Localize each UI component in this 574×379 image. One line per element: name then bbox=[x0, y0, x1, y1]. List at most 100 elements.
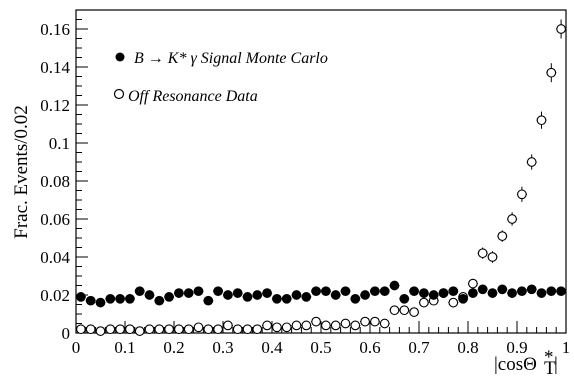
signal-point bbox=[272, 293, 282, 304]
signal-point bbox=[223, 290, 233, 300]
offres-point bbox=[291, 320, 302, 331]
signal-point bbox=[252, 290, 263, 300]
signal-point bbox=[125, 293, 135, 304]
legend-label-offres: Off Resonance Data bbox=[128, 88, 258, 105]
offres-point bbox=[546, 67, 557, 78]
signal-point bbox=[311, 286, 321, 297]
offres-point bbox=[281, 322, 292, 333]
signal-point bbox=[213, 286, 223, 297]
signal-point bbox=[468, 288, 478, 298]
signal-point bbox=[291, 290, 302, 300]
signal-point bbox=[203, 295, 214, 306]
offres-point bbox=[370, 316, 380, 327]
x-tick-label: 0.1 bbox=[114, 338, 135, 357]
signal-point bbox=[536, 288, 547, 298]
signal-point bbox=[174, 288, 184, 298]
y-tick-label: 0.1 bbox=[49, 134, 70, 153]
offres-point bbox=[85, 324, 96, 335]
signal-point bbox=[340, 286, 351, 297]
offres-point bbox=[409, 307, 419, 317]
x-tick-label: 0.7 bbox=[408, 338, 430, 357]
signal-point bbox=[360, 290, 370, 300]
signal-point bbox=[556, 286, 566, 297]
offres-point bbox=[330, 320, 341, 331]
offres-point bbox=[193, 322, 204, 333]
signal-point bbox=[76, 292, 86, 302]
y-tick-label: 0.16 bbox=[40, 20, 70, 39]
y-tick-label: 0.14 bbox=[40, 58, 70, 77]
offres-point bbox=[174, 324, 184, 335]
signal-point bbox=[115, 293, 125, 304]
svg-text:|cosΘ: |cosΘ bbox=[494, 354, 537, 375]
signal-point bbox=[526, 284, 537, 295]
offres-point bbox=[517, 189, 527, 200]
signal-point bbox=[105, 293, 116, 304]
offres-point bbox=[360, 316, 370, 327]
offres-point bbox=[526, 157, 537, 167]
offres-point bbox=[125, 324, 135, 335]
offres-point bbox=[477, 248, 488, 259]
x-tick-label: 1 bbox=[562, 338, 571, 357]
offres-point bbox=[183, 324, 194, 335]
x-tick-label: 0.5 bbox=[310, 338, 331, 357]
offres-point bbox=[468, 278, 478, 289]
offres-point bbox=[321, 320, 331, 331]
offres-point bbox=[105, 324, 116, 335]
offres-point bbox=[203, 324, 214, 335]
offres-point bbox=[134, 326, 145, 336]
x-tick-label: 0 bbox=[72, 338, 81, 357]
y-tick-label: 0.02 bbox=[40, 286, 70, 305]
offres-point bbox=[144, 324, 155, 335]
signal-point bbox=[281, 293, 292, 304]
signal-point bbox=[419, 288, 429, 298]
x-tick-label: 0.8 bbox=[457, 338, 478, 357]
signal-point bbox=[164, 292, 174, 302]
legend-marker-signal bbox=[115, 52, 125, 62]
signal-point bbox=[183, 288, 194, 298]
signal-point bbox=[301, 292, 312, 302]
offres-point bbox=[262, 320, 272, 331]
legend-label-signal: B → K* γ Signal Monte Carlo bbox=[134, 50, 328, 67]
offres-point bbox=[95, 326, 106, 336]
signal-point bbox=[242, 292, 253, 302]
offres-point bbox=[232, 324, 243, 335]
plot-area: 0 0.1 0.2 0.3 0.4 0.5 0.6 0.7 0.8 0.9 1 0 0.02 0.04 0.… bbox=[40, 9, 571, 357]
offres-point bbox=[507, 214, 517, 224]
y-axis-label: Frac. Events/0.02 bbox=[11, 105, 32, 239]
signal-point bbox=[507, 288, 517, 298]
signal-point bbox=[193, 286, 204, 297]
legend: B → K* γ Signal Monte Carlo Off Resonanc… bbox=[113, 50, 328, 105]
x-tick-label: 0.3 bbox=[212, 338, 233, 357]
y-tick-label: 0.04 bbox=[40, 248, 70, 267]
offres-point bbox=[487, 252, 498, 262]
offres-point bbox=[399, 305, 410, 316]
signal-point bbox=[154, 295, 165, 306]
signal-point bbox=[458, 293, 468, 304]
signal-point bbox=[321, 286, 331, 297]
y-tick-label: 0.12 bbox=[40, 96, 70, 115]
signal-point bbox=[389, 280, 400, 291]
offres-point bbox=[389, 305, 400, 316]
y-tick-label: 0.08 bbox=[40, 172, 70, 191]
offres-point bbox=[213, 324, 223, 335]
signal-point bbox=[448, 286, 459, 297]
offres-point bbox=[154, 324, 165, 335]
y-tick-label: 0.06 bbox=[40, 210, 70, 229]
signal-point bbox=[370, 286, 380, 297]
signal-point bbox=[232, 288, 243, 298]
offres-point bbox=[164, 324, 174, 335]
x-axis-label: |cosΘ * T | bbox=[494, 347, 558, 379]
signal-point bbox=[477, 284, 488, 295]
signal-point bbox=[350, 293, 361, 304]
svg-text:T: T bbox=[544, 358, 556, 379]
y-tick-label: 0 bbox=[62, 324, 71, 343]
offres-point bbox=[242, 324, 253, 335]
offres-point bbox=[272, 322, 282, 333]
signal-point bbox=[379, 286, 390, 297]
offres-point bbox=[223, 320, 233, 331]
signal-point bbox=[517, 286, 527, 297]
offres-point bbox=[301, 320, 312, 331]
offres-point bbox=[556, 24, 566, 34]
signal-point bbox=[546, 286, 557, 297]
